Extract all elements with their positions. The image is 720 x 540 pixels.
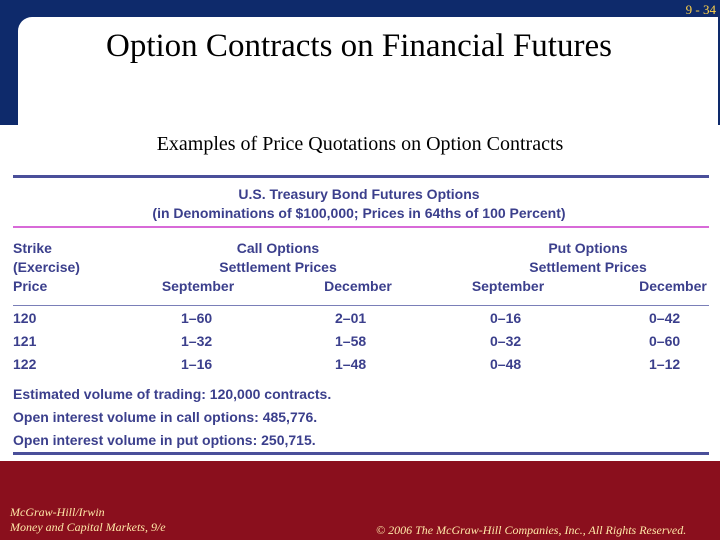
call-settlement-header: Settlement Prices — [219, 259, 337, 275]
row-122-put-sep: 0–48 — [490, 356, 522, 372]
table-top-rule — [13, 175, 709, 178]
footer-credits: McGraw-Hill/Irwin Money and Capital Mark… — [10, 505, 166, 535]
call-options-header: Call Options — [236, 240, 320, 256]
slide-number: 9 - 34 — [685, 2, 716, 17]
row-121-put-sep: 0–32 — [490, 333, 522, 349]
slide-subtitle: Examples of Price Quotations on Option C… — [156, 133, 564, 155]
options-quote-table: U.S. Treasury Bond Futures Options (in D… — [8, 172, 710, 460]
row-122-call-sep: 1–16 — [181, 356, 213, 372]
col-call-september: September — [161, 278, 235, 294]
col-put-september: September — [471, 278, 545, 294]
put-options-header: Put Options — [548, 240, 628, 256]
col-call-december: December — [324, 278, 392, 294]
row-121-call-sep: 1–32 — [181, 333, 213, 349]
footer-copyright: © 2006 The McGraw-Hill Companies, Inc., … — [376, 523, 687, 537]
row-120-put-dec: 0–42 — [649, 310, 681, 326]
table-title: U.S. Treasury Bond Futures Options — [238, 186, 480, 202]
strike-header-line3: Price — [13, 278, 48, 294]
note-put-open-interest: Open interest volume in put options: 250… — [13, 432, 316, 448]
col-put-december: December — [639, 278, 707, 294]
row-120-call-sep: 1–60 — [181, 310, 213, 326]
slide-title: Option Contracts on Financial Futures — [106, 28, 612, 64]
table-body-rule — [13, 305, 709, 306]
note-trading-volume: Estimated volume of trading: 120,000 con… — [13, 386, 332, 402]
row-121-call-dec: 1–58 — [335, 333, 367, 349]
note-call-open-interest: Open interest volume in call options: 48… — [13, 409, 318, 425]
table-header-rule — [13, 226, 709, 228]
table-subtitle: (in Denominations of $100,000; Prices in… — [152, 205, 566, 221]
footer-band — [0, 461, 720, 540]
row-120-strike: 120 — [13, 310, 37, 326]
row-122-call-dec: 1–48 — [335, 356, 367, 372]
footer-publisher: McGraw-Hill/Irwin — [10, 505, 105, 519]
row-122-strike: 122 — [13, 356, 37, 372]
row-122-put-dec: 1–12 — [649, 356, 681, 372]
table-bottom-rule — [13, 452, 709, 455]
row-120-put-sep: 0–16 — [490, 310, 522, 326]
footer-book: Money and Capital Markets, 9/e — [10, 520, 166, 534]
put-settlement-header: Settlement Prices — [529, 259, 647, 275]
row-121-strike: 121 — [13, 333, 37, 349]
title-card — [18, 17, 718, 125]
row-120-call-dec: 2–01 — [335, 310, 367, 326]
strike-header-line1: Strike — [13, 240, 52, 256]
strike-header-line2: (Exercise) — [13, 259, 80, 275]
row-121-put-dec: 0–60 — [649, 333, 681, 349]
